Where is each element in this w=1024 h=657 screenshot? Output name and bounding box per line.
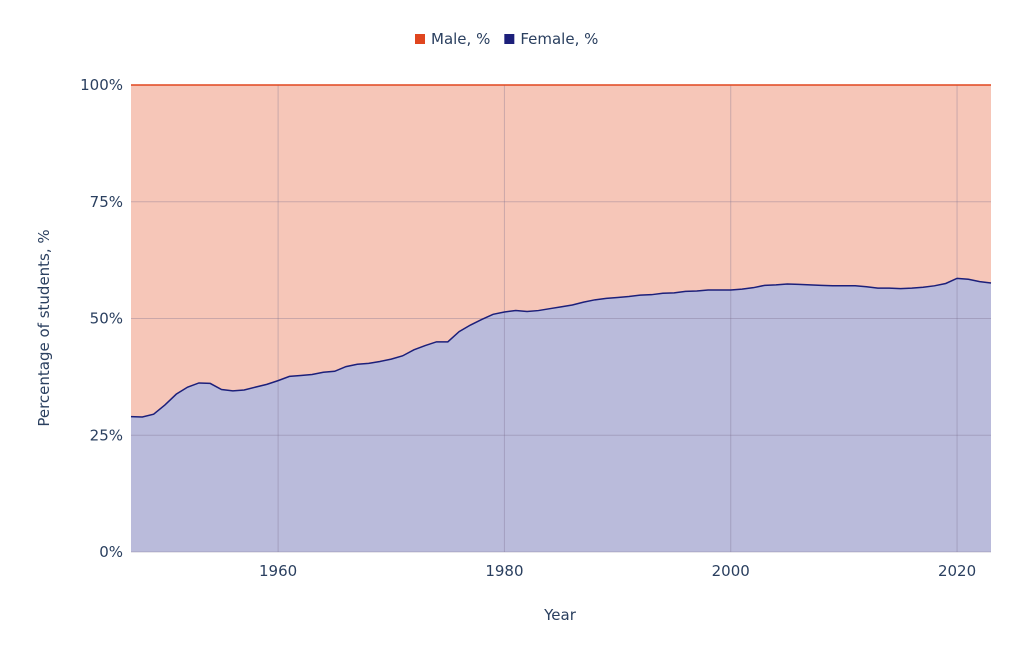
x-tick-label: 2000 xyxy=(712,562,750,580)
area-male xyxy=(131,85,991,418)
x-tick-label: 1960 xyxy=(259,562,297,580)
legend-swatch xyxy=(504,34,515,44)
y-tick-label: 50% xyxy=(90,310,123,328)
legend-swatch xyxy=(415,34,425,44)
y-tick-label: 25% xyxy=(90,426,123,444)
x-tick-label: 1980 xyxy=(485,562,523,580)
gridlines xyxy=(131,84,991,553)
x-axis-ticks: 1960 1980 2000 2020 xyxy=(259,562,976,580)
plot-areas xyxy=(131,85,991,552)
x-axis-title: Year xyxy=(543,606,577,624)
y-tick-label: 0% xyxy=(99,543,123,561)
series-lines xyxy=(130,84,992,418)
legend-label: Male, % xyxy=(431,30,490,48)
legend-item[interactable]: Male, % xyxy=(415,30,490,48)
y-axis-title: Percentage of students, % xyxy=(35,229,53,426)
area-female xyxy=(131,278,991,552)
y-tick-label: 100% xyxy=(80,76,123,94)
legend-label: Female, % xyxy=(520,30,598,48)
legend[interactable]: Male, % Female, % xyxy=(415,30,598,48)
x-tick-label: 2020 xyxy=(938,562,976,580)
line-female xyxy=(130,277,992,418)
y-axis-ticks: 0% 25% 50% 75% 100% xyxy=(80,76,123,561)
y-tick-label: 75% xyxy=(90,193,123,211)
legend-item[interactable]: Female, % xyxy=(504,30,598,48)
